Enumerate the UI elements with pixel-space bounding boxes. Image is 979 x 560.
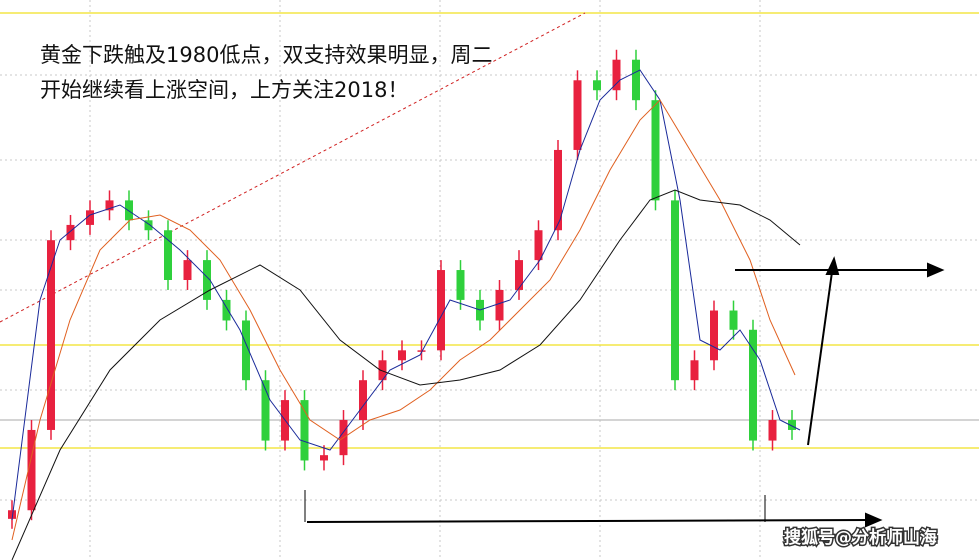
candles [8,49,796,529]
candle-body [398,350,406,361]
candle-body [671,200,679,381]
candle-body [27,429,36,511]
candle-body [86,210,94,225]
candle-body [534,230,543,261]
candle-body [593,80,601,91]
candle-body [788,420,796,430]
candle-body [768,420,777,441]
candle-body [105,200,114,211]
candle-body [651,100,660,201]
candle-body [515,260,523,290]
candle-body [417,350,426,352]
watermark: 搜狐号@分析师山海 [784,527,937,548]
candle-body [456,270,465,300]
candle-body [66,224,75,241]
trend-line [0,12,586,323]
arrows [304,256,945,528]
candle-body [710,310,718,361]
candle-body [554,149,562,231]
candle-body [242,320,250,381]
annotation: 开始继续看上涨空间，上方关注2018！ [40,78,408,102]
candle-body [690,360,699,381]
candle-body [573,80,582,150]
candle-body [437,270,445,351]
annotation: 黄金下跌触及1980低点，双支持效果明显，周二 [40,43,492,67]
candle-body [612,59,621,91]
candle-body [47,240,55,430]
candle-body [632,59,640,101]
candle-body [495,289,504,321]
candle-body [144,220,153,231]
candle-body [125,200,133,221]
candle-body [749,329,757,441]
candle-body [203,260,211,300]
candle-body [183,260,192,280]
candle-body [261,380,270,441]
support-lines [0,12,979,449]
candle-body [222,299,231,321]
candle-body [164,230,172,280]
moving-averages [11,69,801,560]
candle-body [300,400,309,461]
candle-body [378,360,387,381]
candle-body [359,380,367,420]
candle-body [8,510,16,519]
candle-body [729,310,738,330]
candle-body [320,455,328,461]
